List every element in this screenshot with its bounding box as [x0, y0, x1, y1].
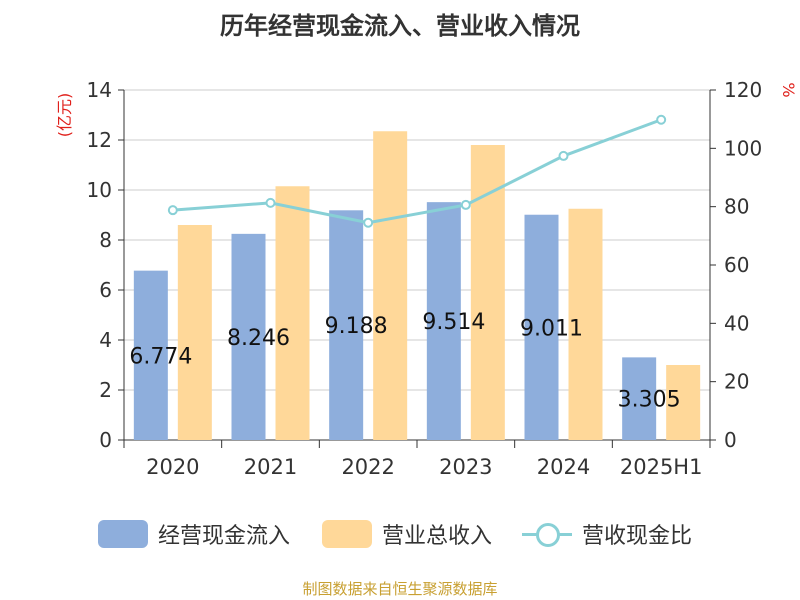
x-tick-label: 2021 — [244, 455, 297, 479]
y-right-tick-label: 120 — [724, 78, 762, 102]
bar-cash-inflow — [426, 202, 461, 440]
label-layer: 6.774 8.246 9.188 9.514 9.011 3.305 — [129, 310, 680, 413]
y-left-axis-label: (亿元) — [55, 93, 74, 138]
legend-swatch-cash-inflow — [98, 520, 148, 548]
x-tick-label: 2025H1 — [620, 455, 703, 479]
x-tick-label: 2022 — [341, 455, 394, 479]
grid-layer — [124, 89, 710, 391]
chart-title: 历年经营现金流入、营业收入情况 — [220, 12, 580, 40]
y-left-tick-label: 0 — [99, 428, 112, 452]
bar-cash-inflow — [133, 270, 168, 440]
bar-layer — [133, 131, 701, 440]
data-label-cash-inflow: 3.305 — [618, 388, 681, 413]
y-right-axis-label: % — [779, 82, 798, 97]
y-right-tick-label: 20 — [724, 370, 749, 394]
legend-item-cash-inflow[interactable]: 经营现金流入 — [98, 514, 290, 554]
point-ratio — [460, 199, 471, 210]
legend-label-revenue: 营业总收入 — [382, 524, 493, 549]
point-ratio — [656, 114, 667, 125]
data-label-cash-inflow: 9.514 — [422, 310, 485, 335]
data-label-cash-inflow: 9.011 — [520, 316, 583, 341]
y-right-tick-label: 40 — [724, 311, 749, 335]
y-left-tick-label: 4 — [99, 328, 112, 352]
bar-cash-inflow — [622, 357, 657, 440]
legend-label-ratio: 营收现金比 — [582, 524, 693, 549]
bar-cash-inflow — [231, 233, 266, 440]
legend-swatch-ratio — [522, 520, 572, 548]
x-tick-label: 2024 — [537, 455, 590, 479]
y-left-tick-label: 2 — [99, 378, 112, 402]
source-note: 制图数据来自恒生聚源数据库 — [302, 580, 498, 598]
data-label-cash-inflow: 9.188 — [325, 314, 388, 339]
line-layer — [167, 114, 667, 228]
y-left-tick-label: 8 — [99, 228, 112, 252]
point-ratio — [558, 150, 569, 161]
line-ratio — [172, 118, 662, 225]
legend-label-cash-inflow: 经营现金流入 — [158, 524, 291, 549]
y-right-tick-label: 80 — [724, 195, 749, 219]
data-label-cash-inflow: 8.246 — [227, 326, 290, 351]
y-right-tick-label: 60 — [724, 253, 749, 277]
data-label-cash-inflow: 6.774 — [129, 344, 192, 369]
bar-revenue — [177, 225, 212, 440]
y-right-tick-label: 0 — [724, 428, 737, 452]
y-left-tick-label: 10 — [87, 178, 112, 202]
x-tick-label: 2023 — [439, 455, 492, 479]
y-right-tick-label: 100 — [724, 136, 762, 160]
bar-revenue — [568, 208, 603, 440]
bar-revenue — [373, 131, 408, 440]
y-left-tick-label: 14 — [87, 78, 112, 102]
point-ratio — [167, 205, 178, 216]
bar-cash-inflow — [524, 214, 559, 440]
bar-revenue — [275, 186, 310, 440]
y-left-tick-label: 12 — [87, 128, 112, 152]
legend-item-revenue[interactable]: 营业总收入 — [322, 514, 492, 554]
legend: 经营现金流入 营业总收入 营收现金比 — [0, 514, 800, 554]
legend-item-ratio[interactable]: 营收现金比 — [522, 514, 692, 554]
y-left-tick-label: 6 — [99, 278, 112, 302]
bar-cash-inflow — [329, 210, 364, 440]
point-ratio — [265, 197, 276, 208]
x-tick-label: 2020 — [146, 455, 199, 479]
axis-layer: 0 2 4 6 8 10 12 14 0 20 40 60 80 100 120 (亿元)% 2020 2021 2… — [55, 78, 798, 479]
point-ratio — [363, 217, 374, 228]
legend-swatch-revenue — [322, 520, 372, 548]
bar-revenue — [666, 365, 701, 440]
